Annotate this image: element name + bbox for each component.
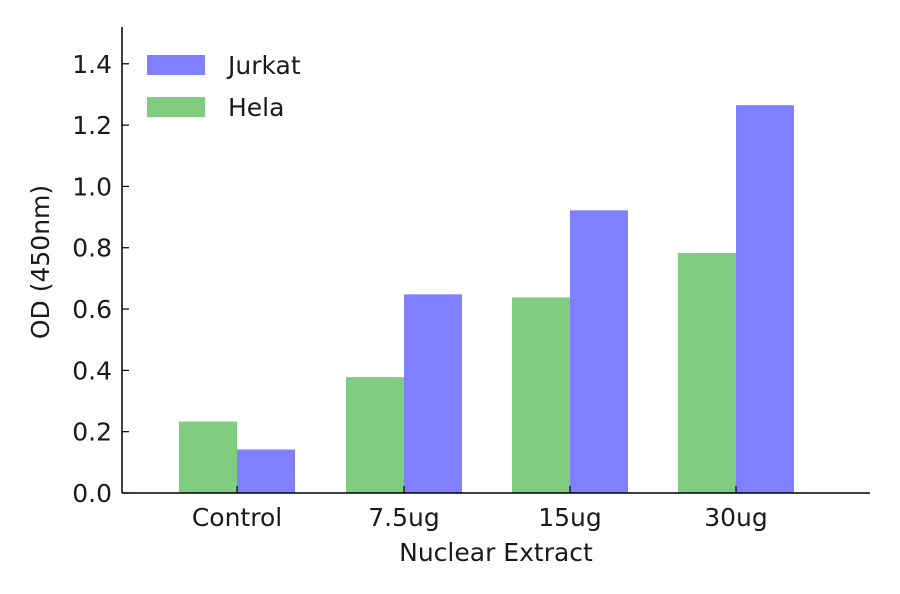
y-tick-label: 0.4	[72, 356, 112, 385]
y-tick-label: 1.2	[72, 111, 112, 140]
legend-swatch-hela	[147, 97, 205, 117]
x-tick-label: 30ug	[704, 503, 768, 532]
x-axis-title: Nuclear Extract	[399, 538, 593, 567]
bar-hela-30ug	[678, 252, 736, 493]
bar-jurkat-7-5ug	[404, 294, 462, 493]
y-tick-label: 1.0	[72, 172, 112, 201]
y-tick-label: 0.0	[72, 479, 112, 508]
x-tick-label: Control	[192, 503, 282, 532]
y-tick-label: 0.8	[72, 234, 112, 263]
y-tick-label: 1.4	[72, 50, 112, 79]
axes-layer	[121, 27, 870, 494]
bar-jurkat-control	[237, 449, 295, 493]
y-axis-title: OD (450nm)	[26, 185, 55, 339]
x-tick-label: 7.5ug	[368, 503, 439, 532]
bar-hela-control	[179, 421, 237, 493]
x-tick-label: 15ug	[538, 503, 602, 532]
bar-hela-7-5ug	[346, 377, 404, 493]
bar-jurkat-30ug	[736, 105, 794, 493]
y-ticks: 0.0 0.2 0.4 0.6 0.8 1.0 1.2 1.4	[72, 50, 129, 508]
bars-layer	[179, 105, 794, 493]
legend: Jurkat Hela	[147, 51, 301, 122]
y-tick-label: 0.2	[72, 418, 112, 447]
bar-hela-15ug	[512, 297, 570, 493]
legend-swatch-jurkat	[147, 55, 205, 75]
legend-label-hela: Hela	[228, 93, 284, 122]
y-tick-label: 0.6	[72, 295, 112, 324]
x-ticks: Control 7.5ug 15ug 30ug	[192, 486, 768, 532]
bar-jurkat-15ug	[570, 210, 628, 493]
legend-label-jurkat: Jurkat	[226, 51, 301, 80]
